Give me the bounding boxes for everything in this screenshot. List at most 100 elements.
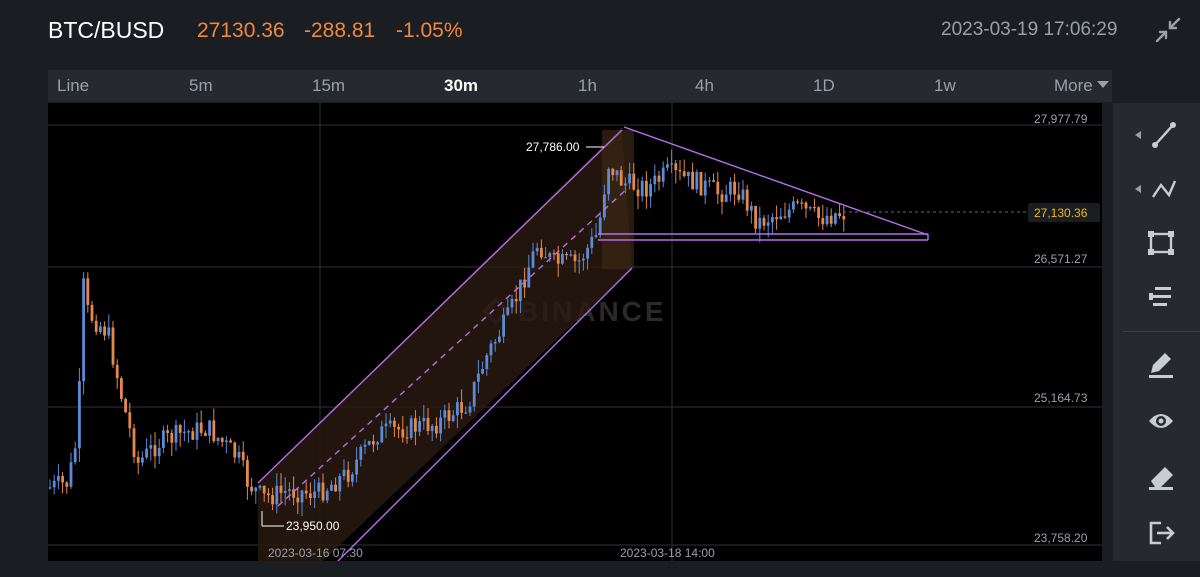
candle-body — [174, 424, 178, 443]
price-chart[interactable]: BINANCE 27,130.36 27,977.79 26,571.27 25… — [48, 103, 1102, 561]
svg-text:27,130.36: 27,130.36 — [1034, 206, 1088, 220]
collapse-arrows-icon[interactable] — [1155, 17, 1181, 43]
candle-body — [376, 442, 379, 445]
candle-body — [300, 490, 304, 503]
candle-body — [262, 485, 266, 494]
exit-tool[interactable] — [1113, 511, 1200, 555]
candle-body — [775, 217, 778, 220]
bottom-bar — [0, 561, 1200, 577]
tab-15m[interactable]: 15m — [312, 76, 346, 95]
more-intervals-dropdown[interactable]: More — [1054, 76, 1109, 96]
candle-body — [573, 254, 577, 262]
candlestick-chart[interactable]: BINANCE 27,130.36 27,977.79 26,571.27 25… — [48, 103, 1102, 561]
candle-body — [590, 236, 594, 248]
candle-body — [456, 402, 459, 416]
tab-line[interactable]: Line — [57, 76, 90, 95]
candle-body — [90, 304, 94, 321]
candle-body — [103, 326, 106, 336]
high-label: 27,786.00 — [526, 140, 580, 154]
candle-body — [48, 487, 52, 489]
candle-body — [552, 253, 556, 255]
candle-body — [460, 402, 463, 413]
candle-body — [61, 476, 64, 483]
candle-body — [397, 426, 400, 430]
tab-1h[interactable]: 1h — [578, 76, 597, 95]
candle-body — [565, 253, 568, 256]
candle-body — [615, 170, 619, 176]
price-change-percent: -1.05% — [396, 19, 463, 42]
candle-body — [288, 489, 291, 491]
candle-body — [674, 163, 678, 171]
candle-body — [594, 235, 598, 237]
channel-drawing[interactable] — [257, 129, 633, 561]
candle-body — [804, 202, 808, 209]
eraser-icon — [1149, 467, 1173, 490]
candle-body — [321, 482, 325, 501]
candle-body — [624, 183, 627, 186]
candle-body — [783, 216, 787, 218]
candle-body — [279, 485, 283, 493]
candle-body — [384, 423, 388, 427]
candle-body — [817, 207, 820, 219]
eraser-tool[interactable] — [1113, 455, 1200, 499]
tab-1d[interactable]: 1D — [813, 76, 835, 95]
candle-body — [829, 215, 833, 224]
candle-body — [107, 327, 111, 336]
visibility-tool[interactable] — [1113, 399, 1200, 443]
candle-body — [556, 253, 560, 264]
tab-30m[interactable]: 30m — [444, 76, 479, 95]
eye-icon — [1149, 414, 1173, 428]
candle-body — [607, 168, 610, 195]
candle-body — [351, 474, 354, 482]
rectangle-tool[interactable] — [1113, 221, 1200, 265]
candle-body — [250, 486, 253, 492]
tab-5m[interactable]: 5m — [189, 76, 213, 95]
candle-body — [216, 437, 220, 442]
candle-body — [561, 253, 564, 264]
tab-1w[interactable]: 1w — [934, 76, 956, 95]
candle-body — [94, 320, 98, 332]
candle-body — [792, 201, 795, 210]
tab-4h[interactable]: 4h — [695, 76, 714, 95]
candle-body — [758, 218, 762, 229]
candle-body — [712, 180, 715, 182]
candle-body — [334, 484, 337, 492]
fibonacci-tool[interactable] — [1113, 275, 1200, 319]
candle-body — [346, 469, 350, 482]
candle-body — [338, 476, 342, 492]
candle-body — [388, 420, 392, 424]
candle-body — [426, 417, 430, 432]
candle-body — [120, 378, 123, 399]
candle-body — [86, 278, 90, 305]
edit-pencil-icon — [1149, 353, 1173, 378]
candle-body — [99, 326, 102, 332]
candle-body — [342, 469, 346, 477]
candle-body — [418, 421, 421, 432]
candle-body — [136, 457, 140, 463]
candle-body — [771, 217, 774, 223]
candle-body — [653, 175, 657, 185]
candle-body — [372, 441, 375, 445]
candle-body — [477, 373, 480, 382]
candle-body — [821, 218, 825, 225]
candle-body — [430, 425, 434, 432]
candle-body — [439, 417, 442, 434]
current-price-label: 27,130.36 — [1028, 203, 1100, 222]
multi-point-line-tool[interactable] — [1113, 167, 1200, 211]
trading-pair[interactable]: BTC/BUSD — [48, 17, 165, 43]
candle-body — [582, 258, 585, 261]
candle-body — [813, 206, 816, 209]
candle-body — [838, 213, 841, 217]
candle-body — [729, 181, 732, 195]
candle-body — [73, 448, 77, 463]
candle-body — [569, 254, 573, 256]
triangle-drawing[interactable] — [598, 126, 929, 241]
candle-body — [640, 180, 644, 197]
x-tick-2: 2023-03-18 14:00 — [620, 546, 715, 560]
candle-body — [468, 406, 472, 413]
candle-body — [225, 440, 228, 442]
candle-body — [292, 489, 295, 498]
edit-tool[interactable] — [1113, 343, 1200, 387]
trend-line-tool[interactable] — [1113, 113, 1200, 157]
candle-body — [750, 205, 753, 211]
